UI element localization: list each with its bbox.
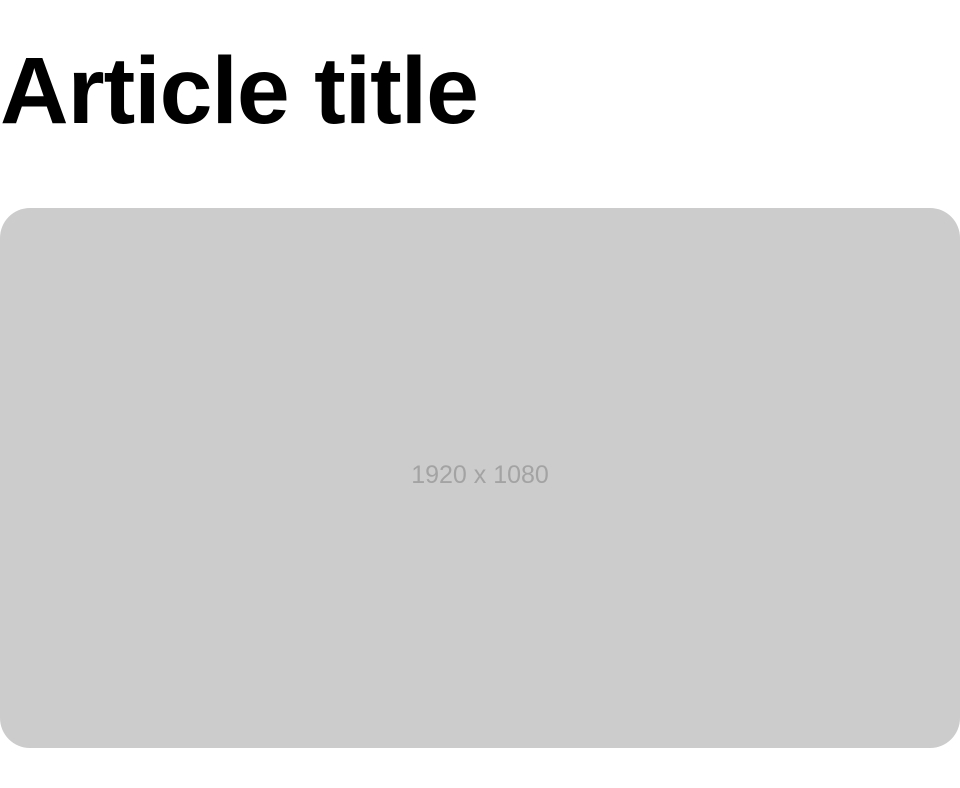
article-title: Article title: [0, 38, 479, 144]
image-dimensions-label: 1920 x 1080: [411, 460, 549, 489]
article-hero-image-placeholder: 1920 x 1080: [0, 208, 960, 748]
